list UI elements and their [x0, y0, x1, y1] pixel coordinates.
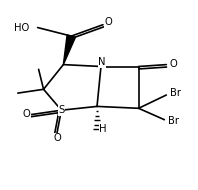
Text: HO: HO [14, 23, 30, 32]
Text: O: O [104, 17, 112, 27]
Text: O: O [53, 133, 61, 143]
Polygon shape [63, 35, 75, 65]
Text: S: S [58, 105, 65, 115]
Text: O: O [23, 109, 31, 119]
Text: Br: Br [168, 116, 179, 126]
Text: H: H [99, 124, 107, 134]
Text: O: O [170, 59, 178, 69]
Text: N: N [98, 57, 106, 67]
Text: Br: Br [170, 89, 181, 98]
